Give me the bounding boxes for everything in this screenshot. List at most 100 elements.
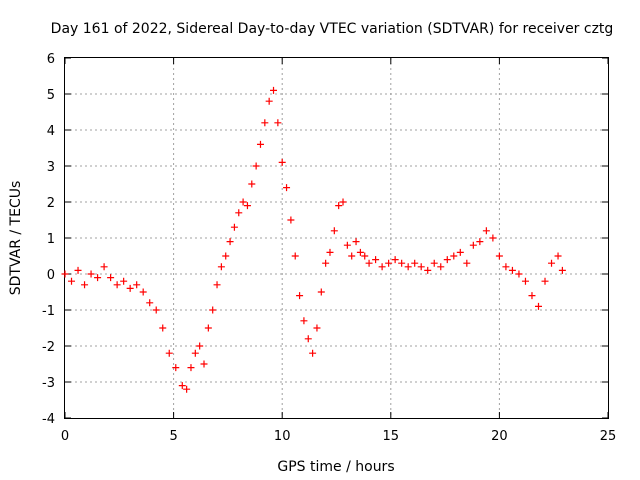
x-tick-label: 25 [600, 429, 617, 444]
data-point [437, 263, 445, 271]
data-point [120, 277, 128, 285]
x-tick-label: 15 [383, 429, 400, 444]
data-point [261, 119, 269, 127]
x-tick-label: 20 [491, 429, 508, 444]
axis-ticks: 0 5 10 15 20 25 -4 -3 -2 -1 0 1 2 3 4 5 6 [42, 52, 616, 444]
data-point [222, 252, 230, 260]
x-tick-label: 5 [169, 429, 177, 444]
y-tick-label: -2 [42, 340, 55, 355]
data-point [317, 288, 325, 296]
y-tick-label: 6 [47, 52, 55, 67]
data-point [283, 184, 291, 192]
data-point [313, 324, 321, 332]
data-point [204, 324, 212, 332]
data-point [61, 270, 69, 278]
data-point [450, 252, 458, 260]
data-point [489, 234, 497, 242]
data-point [515, 270, 523, 278]
data-point [304, 335, 312, 343]
data-point [554, 252, 562, 260]
x-tick-label: 0 [61, 429, 69, 444]
data-point [502, 263, 510, 271]
data-point [226, 238, 234, 246]
data-series [61, 86, 566, 393]
y-tick-label: 5 [47, 88, 55, 103]
data-point [278, 158, 286, 166]
data-point [243, 202, 251, 210]
data-point [508, 266, 516, 274]
data-point [528, 292, 536, 300]
data-point [217, 263, 225, 271]
data-point [248, 180, 256, 188]
data-point [191, 349, 199, 357]
data-point [417, 263, 425, 271]
data-point [534, 302, 542, 310]
data-point [74, 266, 82, 274]
data-point [196, 342, 204, 350]
data-point [385, 259, 393, 267]
y-tick-label: -3 [42, 376, 55, 391]
data-point [291, 252, 299, 260]
plot-frame [64, 57, 609, 419]
data-point [404, 263, 412, 271]
data-point [309, 349, 317, 357]
data-point [178, 382, 186, 390]
data-point [200, 360, 208, 368]
data-point [541, 277, 549, 285]
data-point [113, 281, 121, 289]
data-point [87, 270, 95, 278]
data-point [330, 227, 338, 235]
series-group [61, 86, 566, 393]
y-axis-label: SDTVAR / TECUs [8, 181, 24, 296]
data-point [187, 364, 195, 372]
data-point [126, 284, 134, 292]
data-point [230, 223, 238, 231]
data-point [287, 216, 295, 224]
data-point [476, 238, 484, 246]
x-axis-label: GPS time / hours [277, 459, 394, 475]
data-point [391, 256, 399, 264]
y-tick-label: 4 [47, 124, 55, 139]
data-point [265, 97, 273, 105]
data-point [411, 259, 419, 267]
data-point [398, 259, 406, 267]
y-tick-label: 0 [47, 268, 55, 283]
data-point [183, 385, 191, 393]
data-point [146, 299, 154, 307]
x-tick-label: 10 [274, 429, 291, 444]
data-point [107, 274, 115, 282]
data-point [274, 119, 282, 127]
data-point [322, 259, 330, 267]
data-point [270, 86, 278, 94]
data-point [430, 259, 438, 267]
data-point [548, 259, 556, 267]
data-point [165, 349, 173, 357]
y-tick-label: -4 [42, 412, 55, 427]
data-point [356, 248, 364, 256]
data-point [133, 281, 141, 289]
y-tick-label: 1 [47, 232, 55, 247]
data-point [256, 140, 264, 148]
data-point [235, 209, 243, 217]
data-point [172, 364, 180, 372]
data-point [424, 266, 432, 274]
data-point [94, 274, 102, 282]
data-point [348, 252, 356, 260]
data-point [296, 292, 304, 300]
data-point [463, 259, 471, 267]
y-tick-label: 3 [47, 160, 55, 175]
data-point [378, 263, 386, 271]
y-tick-label: 2 [47, 196, 55, 211]
data-point [482, 227, 490, 235]
grid-lines [65, 58, 608, 418]
data-point [361, 252, 369, 260]
data-point [339, 198, 347, 206]
data-point [81, 281, 89, 289]
data-point [469, 241, 477, 249]
data-point [343, 241, 351, 249]
data-point [443, 256, 451, 264]
data-point [495, 252, 503, 260]
data-point [152, 306, 160, 314]
data-point [300, 317, 308, 325]
